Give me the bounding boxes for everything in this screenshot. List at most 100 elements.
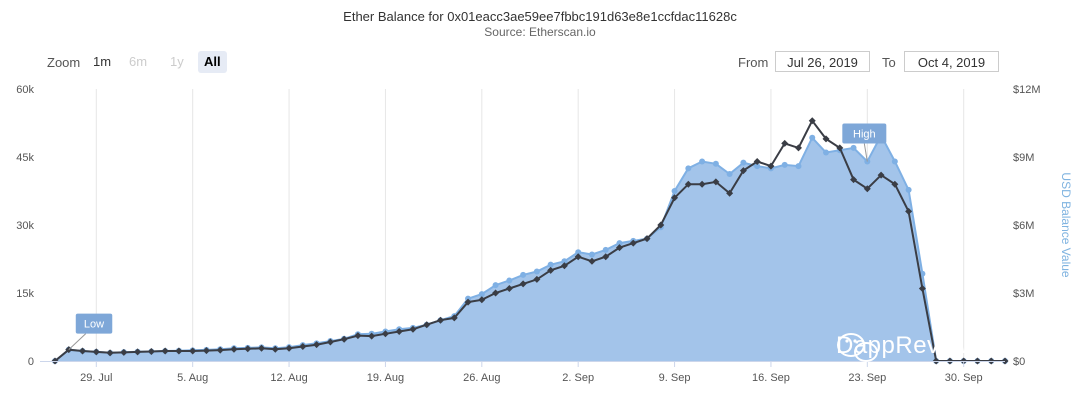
ether-point bbox=[92, 348, 100, 356]
ether-point bbox=[602, 253, 610, 261]
ether-point bbox=[918, 284, 926, 292]
ether-point bbox=[189, 347, 197, 355]
ether-point bbox=[698, 180, 706, 188]
ether-point bbox=[161, 347, 169, 355]
ether-point bbox=[464, 298, 472, 306]
usd-point bbox=[712, 160, 719, 167]
ether-point bbox=[395, 328, 403, 336]
usd-point bbox=[740, 159, 747, 166]
ether-point bbox=[134, 348, 142, 356]
y-right-axis-title: USD Balance Value bbox=[1059, 172, 1073, 277]
x-tick-label: 26. Aug bbox=[463, 372, 500, 384]
usd-point bbox=[781, 161, 788, 168]
ether-point bbox=[891, 180, 899, 188]
usd-point bbox=[575, 249, 582, 256]
ether-point bbox=[863, 185, 871, 193]
ether-point bbox=[739, 167, 747, 175]
ether-point bbox=[671, 194, 679, 202]
usd-point bbox=[616, 240, 623, 247]
axes: 29. Jul 5. Aug 12. Aug 19. Aug 26. Aug 2. Sep… bbox=[16, 84, 1073, 384]
ether-point bbox=[437, 316, 445, 324]
x-tick-label: 23. Sep bbox=[848, 372, 886, 384]
x-tick-label: 30. Sep bbox=[945, 372, 983, 384]
ether-point bbox=[354, 332, 362, 340]
ether-point bbox=[684, 180, 692, 188]
ether-point bbox=[794, 144, 802, 152]
ether-point bbox=[244, 345, 252, 353]
ether-point bbox=[781, 139, 789, 147]
ether-point bbox=[368, 332, 376, 340]
range-to-input[interactable]: Oct 4, 2019 bbox=[904, 51, 999, 72]
x-tick-label: 2. Sep bbox=[562, 372, 594, 384]
y-left-tick-label: 30k bbox=[16, 220, 34, 232]
ether-point bbox=[299, 342, 307, 350]
usd-point bbox=[891, 158, 898, 165]
y-right-tick-label: $3M bbox=[1013, 288, 1034, 300]
usd-point bbox=[671, 188, 678, 194]
usd-point bbox=[533, 268, 540, 275]
ether-point bbox=[120, 348, 128, 356]
x-tick-label: 16. Sep bbox=[752, 372, 790, 384]
usd-point bbox=[726, 171, 733, 177]
flag-box bbox=[75, 313, 113, 334]
ether-point bbox=[588, 257, 596, 265]
ether-point bbox=[657, 221, 665, 229]
usd-point bbox=[492, 282, 499, 289]
usd-area-fill bbox=[55, 135, 1005, 361]
flag-label-low: Low bbox=[84, 319, 104, 331]
y-left-tick-label: 45k bbox=[16, 152, 34, 164]
usd-area-series bbox=[52, 132, 1008, 364]
flags: Low High bbox=[68, 123, 887, 351]
ether-point bbox=[326, 338, 334, 346]
ether-point bbox=[505, 284, 513, 292]
ether-point bbox=[877, 171, 885, 179]
zoom-1y-button[interactable]: 1y bbox=[170, 54, 184, 69]
ether-point bbox=[313, 341, 321, 349]
ether-point bbox=[258, 344, 266, 352]
ether-point bbox=[230, 345, 238, 353]
range-from-input[interactable]: Jul 26, 2019 bbox=[775, 51, 870, 72]
ether-point bbox=[533, 275, 541, 283]
y-right-tick-label: $12M bbox=[1013, 84, 1041, 96]
x-tick-label: 9. Sep bbox=[659, 372, 691, 384]
ether-point bbox=[340, 335, 348, 343]
y-right-tick-label: $9M bbox=[1013, 152, 1034, 164]
usd-point bbox=[685, 165, 692, 172]
usd-point bbox=[547, 261, 554, 268]
flag-connector bbox=[68, 333, 87, 351]
ether-point bbox=[560, 262, 568, 270]
ether-point bbox=[79, 347, 87, 355]
usd-point bbox=[905, 186, 912, 193]
usd-point bbox=[506, 277, 513, 284]
usd-point bbox=[602, 246, 609, 253]
y-left-tick-label: 15k bbox=[16, 288, 34, 300]
ether-point bbox=[478, 296, 486, 304]
ether-point bbox=[175, 347, 183, 355]
usd-point bbox=[588, 251, 595, 258]
x-tick-label: 5. Aug bbox=[177, 372, 208, 384]
ether-point bbox=[615, 244, 623, 252]
usd-point bbox=[478, 291, 485, 298]
x-tick-label: 12. Aug bbox=[270, 372, 307, 384]
usd-point bbox=[809, 134, 816, 141]
ether-point bbox=[767, 162, 775, 170]
zoom-1m-button[interactable]: 1m bbox=[93, 54, 112, 69]
ether-point bbox=[905, 207, 913, 215]
ether-point bbox=[822, 135, 830, 143]
usd-point bbox=[850, 144, 857, 151]
zoom-all-button[interactable]: All bbox=[198, 51, 227, 73]
usd-point bbox=[795, 163, 802, 170]
ether-point bbox=[409, 325, 417, 333]
usd-point bbox=[561, 258, 568, 265]
y-left-tick-label: 0 bbox=[28, 356, 34, 368]
chart-subtitle: Source: Etherscan.io bbox=[484, 25, 596, 39]
flag-label-high: High bbox=[853, 129, 876, 141]
ether-point bbox=[547, 266, 555, 274]
usd-point bbox=[520, 271, 527, 278]
ether-point bbox=[423, 321, 431, 329]
ether-point bbox=[147, 347, 155, 355]
watermark-text: DappReview bbox=[836, 332, 978, 359]
zoom-6m-button[interactable]: 6m bbox=[129, 54, 148, 69]
ether-line-path bbox=[54, 118, 1005, 362]
y-left-tick-label: 60k bbox=[16, 84, 34, 96]
